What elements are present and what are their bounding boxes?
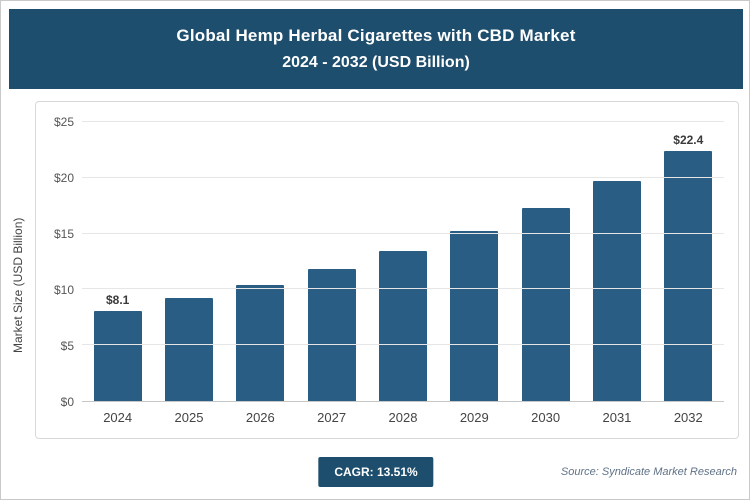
- bar-column: $8.1: [86, 122, 150, 401]
- bar-column: [157, 122, 221, 401]
- bar-column: [585, 122, 649, 401]
- y-tick-label: $20: [53, 171, 74, 185]
- chart-title-line1: Global Hemp Herbal Cigarettes with CBD M…: [176, 26, 576, 45]
- bar-2025: [164, 298, 213, 401]
- gridline: [82, 121, 724, 122]
- source-text: Source: Syndicate Market Research: [560, 466, 737, 478]
- x-tick-label: 2028: [388, 409, 418, 425]
- x-tick-label: 2031: [602, 409, 632, 425]
- y-tick-label: $25: [53, 115, 74, 129]
- y-tick-label: $10: [53, 283, 74, 297]
- y-axis-ticks: $0 $5 $10 $15 $20 $25: [46, 115, 82, 409]
- bar-value-label: $22.4: [673, 133, 704, 148]
- x-tick-label: 2026: [245, 409, 275, 425]
- bar-column: [514, 122, 578, 401]
- plot-box: $0 $5 $10 $15 $20 $25 $8.1 $22.4 2024 2025 2026 2…: [35, 101, 739, 439]
- bar-2032: [664, 151, 713, 401]
- y-tick-label: $15: [53, 227, 74, 241]
- bar-column: $22.4: [656, 122, 720, 401]
- bar-2029: [450, 231, 499, 401]
- bar-2026: [236, 284, 285, 401]
- x-tick-label: 2024: [103, 409, 133, 425]
- bar-2024: [93, 310, 142, 401]
- gridline: [82, 232, 724, 234]
- bar-2028: [378, 251, 427, 401]
- x-tick-label: 2025: [174, 409, 204, 425]
- gridline: [82, 344, 724, 346]
- x-axis-labels: 2024 2025 2026 2027 2028 2029 2030 2031 2032: [82, 402, 724, 432]
- x-tick-label: 2029: [459, 409, 489, 425]
- chart-title-band: Global Hemp Herbal Cigarettes with CBD M…: [9, 9, 743, 89]
- bar-column: [371, 122, 435, 401]
- y-tick-label: $5: [60, 339, 74, 353]
- chart-title-line2: 2024 - 2032 (USD Billion): [282, 54, 470, 71]
- chart-footer: CAGR: 13.51% Source: Syndicate Market Re…: [1, 455, 749, 489]
- bar-2027: [307, 269, 356, 401]
- x-tick-label: 2030: [531, 409, 561, 425]
- bar-2031: [592, 181, 641, 401]
- x-tick-label: 2027: [317, 409, 347, 425]
- bar-column: [300, 122, 364, 401]
- bar-2030: [521, 207, 570, 401]
- chart-region: Market Size (USD Billion) $0 $5 $10 $15 $20 $…: [1, 101, 749, 439]
- plot-area: $8.1 $22.4: [82, 121, 724, 402]
- bar-value-label: $8.1: [105, 292, 130, 307]
- x-tick-label: 2032: [673, 409, 703, 425]
- y-axis-label: Market Size (USD Billion): [11, 217, 25, 353]
- plot-inner: $0 $5 $10 $15 $20 $25 $8.1 $22.4: [46, 115, 724, 409]
- gridline: [82, 288, 724, 290]
- bars-row: $8.1 $22.4: [82, 122, 724, 401]
- bar-column: [228, 122, 292, 401]
- y-tick-label: $0: [60, 395, 74, 409]
- cagr-badge: CAGR: 13.51%: [318, 457, 434, 487]
- bar-column: [442, 122, 506, 401]
- gridline: [82, 176, 724, 178]
